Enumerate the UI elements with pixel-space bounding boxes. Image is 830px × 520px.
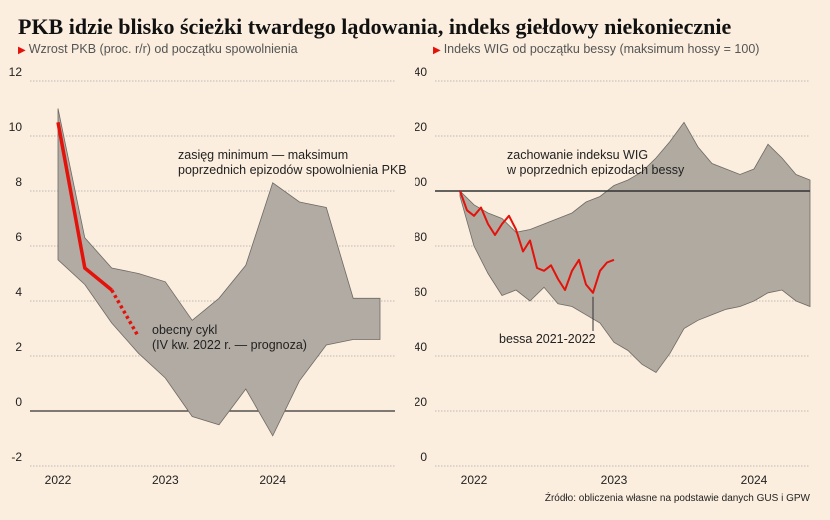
band-annotation-label: poprzednich epizodów spowolnienia PKB bbox=[178, 163, 407, 177]
y-tick-label: 80 bbox=[415, 230, 427, 244]
range-band bbox=[459, 121, 811, 374]
y-tick-label: 8 bbox=[15, 175, 22, 189]
y-tick-label: 4 bbox=[15, 285, 22, 299]
y-tick-label: 20 bbox=[415, 395, 427, 409]
pkb-subtitle: ▶ Wzrost PKB (proc. r/r) od początku spow… bbox=[18, 42, 298, 56]
wig-subtitle: ▶ Indeks WIG od początku bessy (maksimum … bbox=[433, 42, 759, 56]
y-tick-label: 6 bbox=[15, 230, 22, 244]
current-cycle-annotation-label: obecny cykl bbox=[152, 323, 217, 337]
pkb-subtitle-text: Wzrost PKB (proc. r/r) od początku spowo… bbox=[28, 42, 298, 56]
y-tick-label: 0 bbox=[420, 450, 427, 464]
range-band bbox=[57, 108, 381, 437]
y-tick-label: -2 bbox=[11, 450, 22, 464]
pkb-chart: -2 0 2 4 6 8 10 12 2022 2023 2024 zasięg minimum — … bbox=[9, 65, 407, 487]
wig-subtitle-text: Indeks WIG od początku bessy (maksimum h… bbox=[443, 42, 760, 56]
y-tick-label: 140 bbox=[415, 65, 427, 79]
current-cycle-line bbox=[56, 121, 113, 292]
x-tick-label: 2024 bbox=[741, 473, 768, 487]
x-tick-label: 2023 bbox=[152, 473, 179, 487]
current-cycle-annotation-label: bessa 2021-2022 bbox=[499, 332, 596, 346]
chart-title: PKB idzie blisko ścieżki twardego lądowa… bbox=[18, 14, 732, 39]
y-tick-label: 60 bbox=[415, 285, 427, 299]
triangle-marker-icon: ▶ bbox=[433, 45, 441, 56]
wig-chart: 0 20 40 60 80 100 120 140 2022 2023 2024 zachowanie… bbox=[415, 65, 811, 487]
x-tick-label: 2023 bbox=[601, 473, 628, 487]
forecast-line bbox=[110, 289, 141, 338]
x-tick-label: 2024 bbox=[259, 473, 286, 487]
band-annotation-label: zachowanie indeksu WIG bbox=[507, 148, 648, 162]
y-tick-label: 40 bbox=[415, 340, 427, 354]
source-note: Źródło: obliczenia własne na podstawie d… bbox=[544, 493, 810, 504]
current-cycle-line bbox=[459, 190, 615, 294]
band-annotation-label: w poprzednich epizodach bessy bbox=[506, 163, 685, 177]
current-cycle-annotation-label: (IV kw. 2022 r. — prognoza) bbox=[152, 338, 307, 352]
triangle-marker-icon: ▶ bbox=[18, 45, 26, 56]
x-tick-label: 2022 bbox=[45, 473, 72, 487]
y-tick-label: 2 bbox=[15, 340, 22, 354]
y-tick-label: 120 bbox=[415, 120, 427, 134]
y-tick-label: 0 bbox=[15, 395, 22, 409]
band-annotation-label: zasięg minimum — maksimum bbox=[178, 148, 348, 162]
y-tick-label: 100 bbox=[415, 175, 427, 189]
y-tick-label: 10 bbox=[9, 120, 23, 134]
x-tick-label: 2022 bbox=[461, 473, 488, 487]
y-tick-label: 12 bbox=[9, 65, 23, 79]
